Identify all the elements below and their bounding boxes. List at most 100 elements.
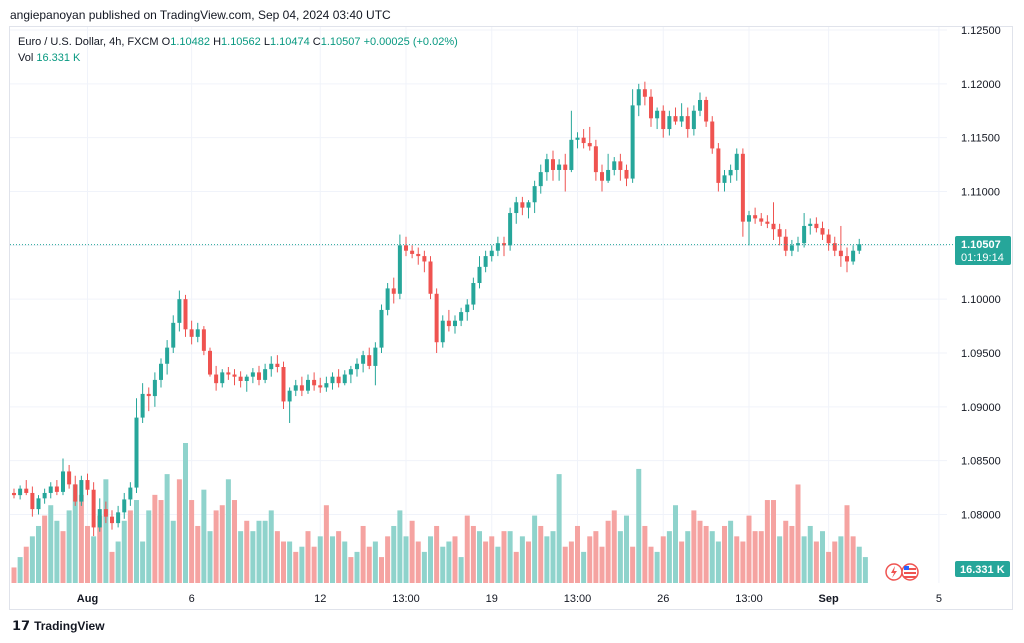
y-tick-label: 1.08500 <box>961 456 1001 468</box>
y-tick-label: 1.09000 <box>961 402 1001 414</box>
candle-body <box>97 509 102 528</box>
volume-bar <box>348 557 354 583</box>
candle-body <box>85 480 90 490</box>
volume-bar <box>636 468 642 583</box>
candle-body <box>624 169 629 179</box>
volume-bar <box>91 536 97 583</box>
candle <box>704 96 709 127</box>
candle-body <box>171 322 176 348</box>
candle <box>489 245 494 262</box>
volume-bar <box>403 536 409 583</box>
candle-body <box>802 225 807 244</box>
volume-bar <box>109 551 115 583</box>
x-tick-label: Sep <box>819 593 839 605</box>
candle-body <box>820 228 825 235</box>
candle-body <box>808 223 813 226</box>
legend-vol-value: 16.331 K <box>36 52 81 64</box>
candle-body <box>67 471 72 485</box>
candle <box>612 157 617 176</box>
candle <box>740 148 745 237</box>
volume-bar <box>103 479 109 583</box>
candle-body <box>250 372 255 377</box>
candle <box>183 294 188 337</box>
candle-body <box>618 161 623 170</box>
volume-badge-value: 16.331 K <box>960 564 1005 576</box>
candle <box>61 458 65 496</box>
candle-body <box>134 417 139 488</box>
candle <box>36 495 41 515</box>
economic-event-icons[interactable] <box>885 563 919 581</box>
candle <box>312 372 317 391</box>
volume-bar <box>495 546 501 583</box>
candle-body <box>495 243 500 251</box>
volume-bar <box>213 510 219 583</box>
candle <box>244 374 249 392</box>
volume-bar <box>452 536 458 583</box>
candle <box>422 250 427 273</box>
candle-body <box>845 256 849 262</box>
volume-bar <box>225 479 231 583</box>
x-axis[interactable]: Aug 6 12 13:00 19 13:00 26 13:00 Sep 5 <box>77 593 942 605</box>
candle-body <box>551 159 555 170</box>
footer-brand[interactable]: 𝟭𝟳 TradingView <box>12 618 105 634</box>
legend-high: 1.10562 <box>221 36 261 48</box>
volume-bar <box>599 546 605 583</box>
lightning-bolt-glyph <box>891 566 897 578</box>
candle <box>551 150 555 181</box>
volume-bar <box>789 525 795 583</box>
legend-volume-row: Vol 16.331 K <box>18 50 458 66</box>
candle-body <box>459 312 464 321</box>
candle-body <box>667 116 672 130</box>
candle-body <box>814 223 819 229</box>
candle-body <box>159 363 163 380</box>
legend-vol-label[interactable]: Vol <box>18 52 34 64</box>
candle-body <box>355 363 359 370</box>
volume-bar <box>501 531 507 583</box>
volume-bar <box>660 536 666 583</box>
candle <box>287 387 292 423</box>
candle-body <box>600 172 604 181</box>
candle <box>165 340 170 375</box>
volume-bar <box>483 541 489 583</box>
x-tick-label: 13:00 <box>564 593 592 605</box>
candle-body <box>722 175 727 183</box>
candle-body <box>24 488 29 493</box>
volume-bar <box>764 500 770 583</box>
candle-body <box>103 509 108 517</box>
volume-bar <box>36 525 41 583</box>
candle <box>698 92 702 117</box>
volume-bar <box>734 536 740 583</box>
candle-body <box>851 250 856 262</box>
candle <box>434 288 439 353</box>
candle <box>330 372 335 390</box>
y-axis[interactable]: 1.125001.120001.115001.110001.105001.100… <box>961 25 1001 522</box>
volume-bar <box>624 515 629 583</box>
candle-body <box>734 153 739 170</box>
candle <box>293 379 298 397</box>
volume-bar <box>532 515 538 583</box>
candle <box>820 221 825 240</box>
candle <box>734 148 739 181</box>
candle <box>514 196 519 224</box>
legend-close: 1.10507 <box>320 36 361 48</box>
volume-bar <box>342 541 348 583</box>
candle-body <box>293 385 298 391</box>
candle-body <box>232 374 237 377</box>
candle <box>54 480 59 496</box>
candle <box>649 89 653 127</box>
candle <box>777 223 782 246</box>
candle <box>667 110 672 136</box>
candle-body <box>48 486 53 493</box>
candle <box>508 207 513 251</box>
flag-canton <box>904 566 909 570</box>
volume-bar <box>256 520 262 583</box>
candle-body <box>257 372 261 380</box>
candle <box>685 107 690 138</box>
candle-body <box>183 299 188 330</box>
legend-symbol[interactable]: Euro / U.S. Dollar, 4h, FXCM <box>18 36 159 48</box>
candle <box>483 250 488 273</box>
candle-body <box>434 293 439 343</box>
candle <box>710 116 715 154</box>
volume-bar <box>464 515 470 583</box>
